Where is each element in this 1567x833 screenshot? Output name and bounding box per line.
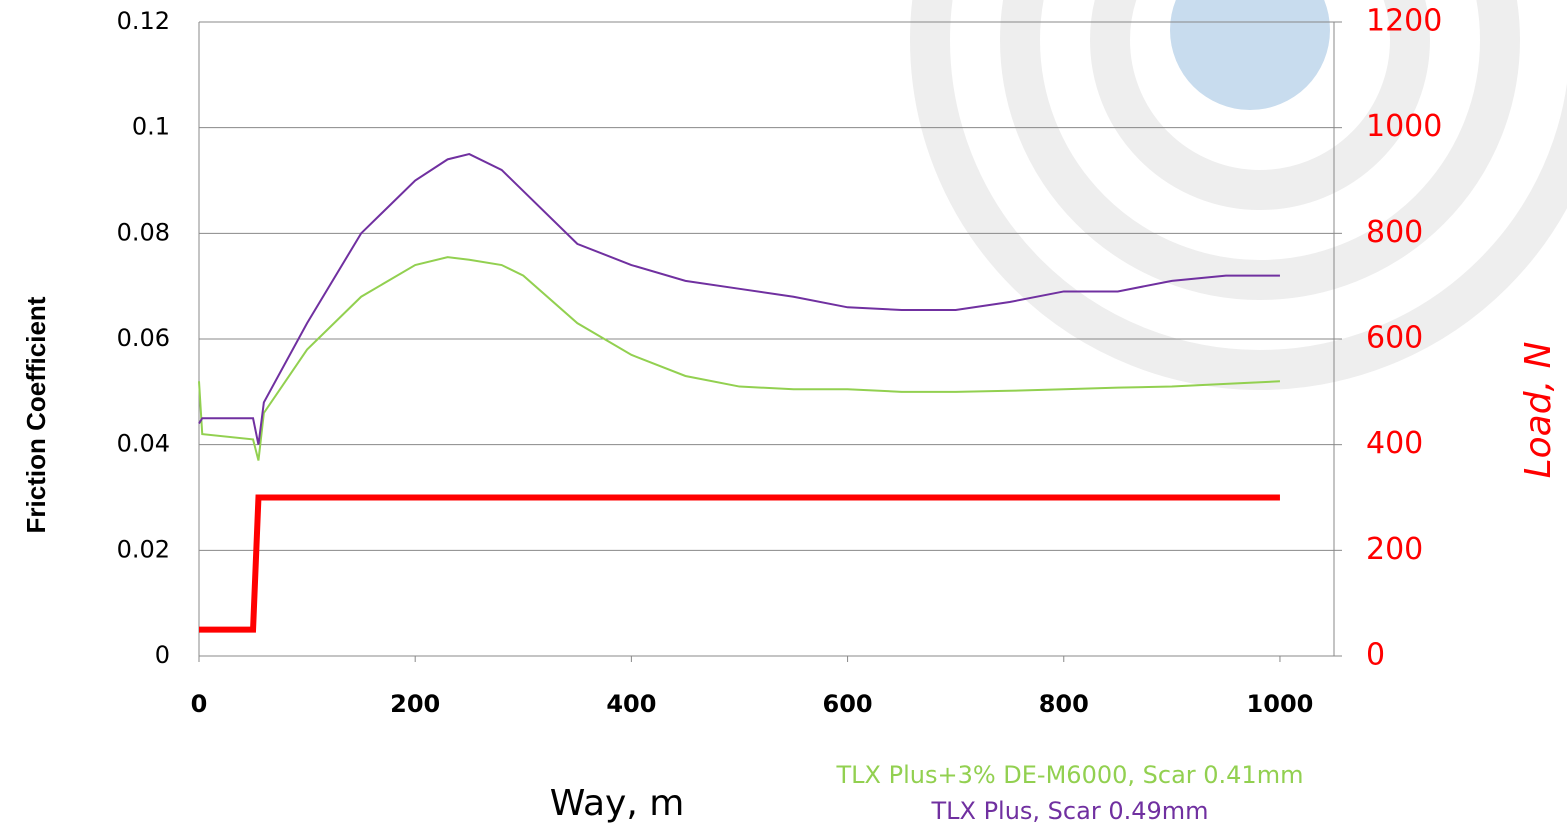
x-tick-label: 800 <box>1039 690 1089 718</box>
data-line <box>198 256 1280 461</box>
y-tick-label: 0.06 <box>117 324 170 352</box>
y2-tick-label: 600 <box>1366 321 1423 356</box>
y-tick-label: 0.04 <box>117 430 170 458</box>
y2-tick-label: 1000 <box>1366 109 1442 144</box>
x-tick-label: 0 <box>191 690 208 718</box>
x-tick-label: 400 <box>606 690 656 718</box>
y2-axis-title: Load, N <box>1518 342 1559 479</box>
background-decoration <box>1170 0 1330 110</box>
y-tick-label: 0.08 <box>117 218 170 246</box>
background-decoration <box>910 0 1567 390</box>
x-tick-label: 200 <box>390 690 440 718</box>
x-tick-label: 600 <box>823 690 873 718</box>
y-axis-title: Friction Coefficient <box>21 296 51 533</box>
x-axis-title: Way, m <box>550 783 685 824</box>
x-tick-label: 1000 <box>1247 690 1314 718</box>
data-line <box>199 494 1280 633</box>
y-tick-label: 0.12 <box>117 7 170 35</box>
y2-tick-label: 200 <box>1366 532 1423 567</box>
y2-tick-label: 1200 <box>1366 4 1442 39</box>
y2-tick-label: 400 <box>1366 426 1423 461</box>
y2-tick-label: 0 <box>1366 638 1385 673</box>
y-tick-label: 0.02 <box>117 535 170 563</box>
y-tick-label: 0 <box>155 641 170 669</box>
legend-entry: TLX Plus+3% DE-M6000, Scar 0.41mm <box>836 761 1304 789</box>
legend-entry: TLX Plus, Scar 0.49mm <box>930 797 1208 825</box>
y2-tick-label: 800 <box>1366 215 1423 250</box>
data-line <box>198 153 1280 445</box>
y-tick-label: 0.1 <box>132 113 170 141</box>
